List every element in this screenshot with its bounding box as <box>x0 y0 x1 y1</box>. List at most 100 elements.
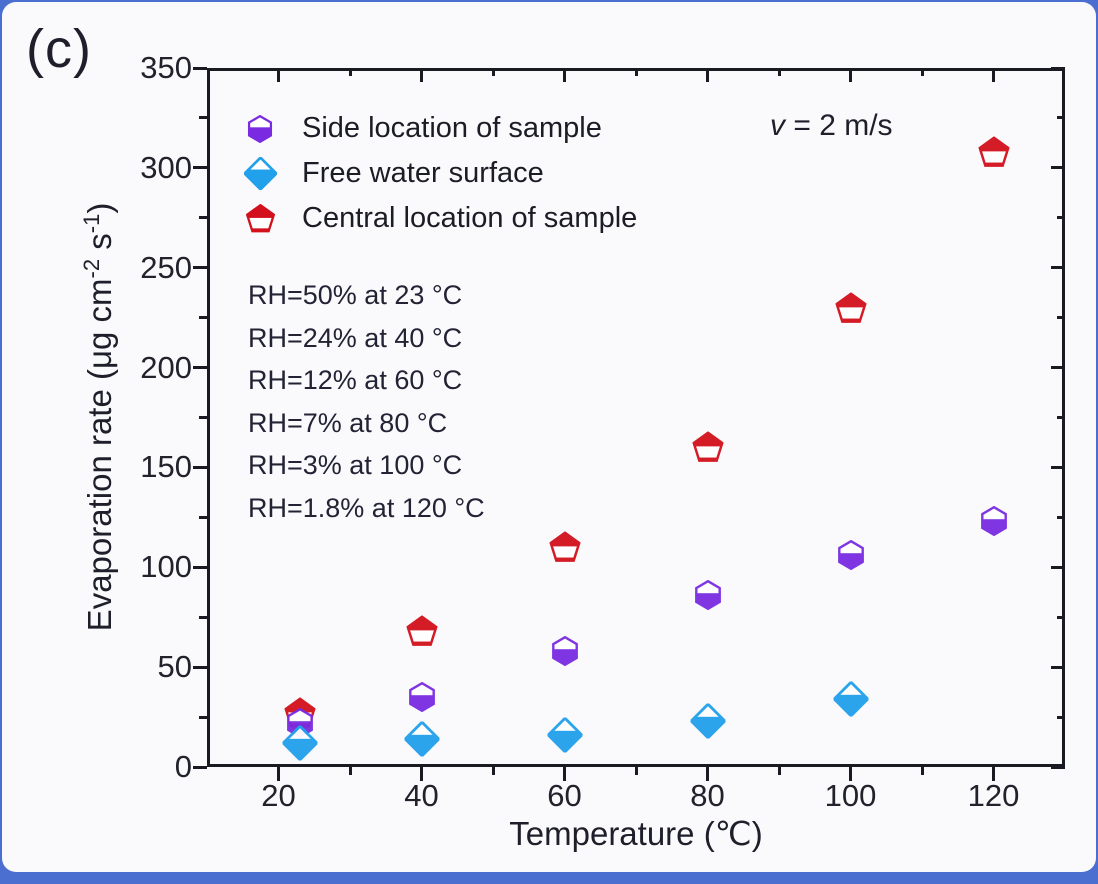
data-point-hexagon <box>836 540 866 571</box>
axis-tick <box>706 68 709 82</box>
x-tick-label: 100 <box>824 778 877 813</box>
y-tick-label: 200 <box>140 349 192 385</box>
rh-line: RH=24% at 40 °C <box>248 322 463 353</box>
axis-tick <box>491 68 495 76</box>
data-point-pentagon <box>405 615 438 647</box>
axis-tick <box>1057 515 1065 519</box>
legend-label: Side location of sample <box>302 112 602 144</box>
axis-tick <box>1051 665 1065 669</box>
y-tick-label: 100 <box>140 549 192 585</box>
data-point-pentagon <box>834 291 867 323</box>
axis-tick <box>199 515 207 519</box>
plot-area <box>207 68 1065 767</box>
y-tick-label: 250 <box>140 249 192 285</box>
axis-tick <box>420 767 423 781</box>
rh-line: RH=50% at 23 °C <box>248 280 463 310</box>
axis-tick <box>1057 416 1065 419</box>
x-tick-label: 60 <box>547 778 582 813</box>
x-tick-label: 40 <box>404 778 439 813</box>
x-tick-label: 20 <box>261 778 296 813</box>
data-point-diamond <box>831 680 870 718</box>
data-point-hexagon <box>693 580 723 611</box>
data-point-diamond <box>688 702 727 740</box>
x-axis-title: Temperature (℃) <box>509 815 763 852</box>
x-tick-label: 80 <box>690 778 725 813</box>
legend-item-side-location: Side location of sample <box>240 106 637 151</box>
axis-tick <box>563 767 566 781</box>
axis-tick <box>193 665 207 669</box>
axis-tick <box>1051 765 1065 769</box>
data-point-pentagon <box>548 531 581 563</box>
axis-tick <box>1051 66 1065 70</box>
axis-tick <box>1057 715 1065 719</box>
legend-label: Free water surface <box>302 157 544 189</box>
legend-label: Central location of sample <box>302 202 638 234</box>
y-tick-label: 50 <box>157 649 192 685</box>
axis-tick <box>920 767 924 775</box>
axis-tick <box>193 366 207 370</box>
data-point-diamond <box>545 716 584 754</box>
y-tick-label: 350 <box>140 50 192 85</box>
data-point-pentagon <box>977 136 1010 167</box>
data-point-pentagon <box>691 431 724 463</box>
axis-tick <box>277 767 280 781</box>
axis-tick <box>193 465 207 469</box>
axis-tick <box>199 216 207 220</box>
rh-line: RH=1.8% at 120 °C <box>248 492 485 523</box>
rh-line: RH=3% at 100 °C <box>248 450 463 480</box>
axis-tick <box>491 767 495 775</box>
axis-tick <box>849 767 852 781</box>
axis-tick <box>199 416 207 419</box>
x-tick-label: 120 <box>967 778 1020 813</box>
axis-tick <box>348 68 352 76</box>
legend-item-free-water: Free water surface <box>240 151 637 196</box>
axis-tick <box>1057 615 1065 619</box>
axis-tick <box>777 767 781 775</box>
axis-tick <box>1057 216 1065 220</box>
y-tick-label: 0 <box>174 749 192 784</box>
data-point-hexagon <box>407 681 437 713</box>
axis-tick <box>420 68 423 82</box>
axis-tick <box>277 68 280 82</box>
axis-tick <box>1057 116 1065 120</box>
data-point-diamond <box>402 720 441 758</box>
axis-tick <box>777 68 781 76</box>
axis-tick <box>992 767 995 781</box>
axis-tick <box>193 266 207 270</box>
axis-tick <box>1051 366 1065 370</box>
legend: Side location of sample Free water surfa… <box>240 106 637 241</box>
data-point-diamond <box>281 724 319 762</box>
axis-tick <box>563 68 566 82</box>
axis-tick <box>992 68 995 82</box>
axis-tick <box>199 615 207 619</box>
axis-tick <box>199 116 207 120</box>
axis-tick <box>1051 166 1065 170</box>
axis-tick <box>634 68 638 76</box>
velocity-annotation: v = 2 m/s <box>770 109 893 142</box>
axis-tick <box>199 715 207 719</box>
legend-item-central-location: Central location of sample <box>240 196 637 241</box>
panel-label: (c) <box>26 19 92 79</box>
axis-tick <box>1051 465 1065 469</box>
axis-tick <box>849 68 852 82</box>
axis-tick <box>199 316 207 320</box>
half-filled-diamond-icon <box>240 157 280 190</box>
axis-tick <box>193 565 207 569</box>
axis-tick <box>1051 565 1065 569</box>
axis-tick <box>634 767 638 775</box>
rh-annotation-block: RH=50% at 23 °C RH=24% at 40 °C RH=12% a… <box>248 274 485 529</box>
data-point-hexagon <box>550 635 580 667</box>
axis-tick <box>193 765 207 769</box>
axis-tick <box>1051 266 1065 270</box>
half-filled-pentagon-icon <box>240 204 280 233</box>
axis-tick <box>348 767 352 775</box>
axis-tick <box>706 767 709 781</box>
y-tick-label: 150 <box>140 449 192 485</box>
rh-line: RH=7% at 80 °C <box>248 407 448 438</box>
axis-tick <box>193 166 207 170</box>
data-point-hexagon <box>979 506 1009 537</box>
axis-tick <box>920 68 924 76</box>
axis-tick <box>1057 316 1065 320</box>
axis-tick <box>193 66 207 70</box>
